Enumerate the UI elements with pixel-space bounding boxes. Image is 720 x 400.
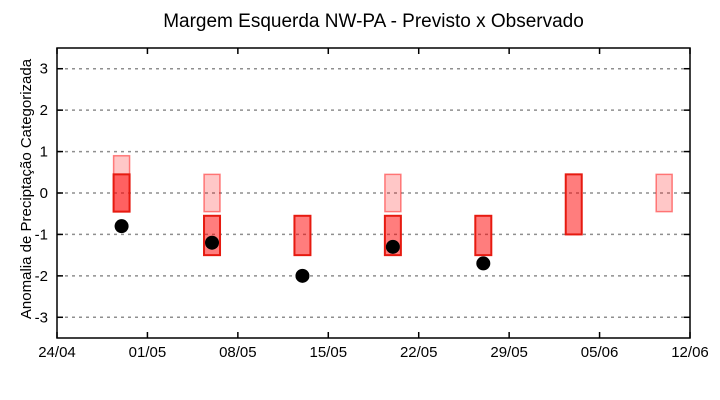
y-tick-label: -3 bbox=[35, 309, 48, 326]
observado-dot bbox=[385, 239, 400, 254]
y-tick-label: 2 bbox=[40, 102, 48, 119]
observado-dot bbox=[476, 256, 491, 271]
x-tick-label: 12/06 bbox=[671, 344, 709, 361]
bar-previsto-7d bbox=[293, 214, 312, 257]
x-tick-label: 22/05 bbox=[400, 344, 438, 361]
bar-previsto-7d bbox=[112, 173, 131, 213]
observado-dot bbox=[205, 235, 220, 250]
legend: Previsto 14D Previsto 7D Observado bbox=[0, 374, 720, 400]
y-tick-label: 3 bbox=[40, 61, 48, 78]
observado-dot bbox=[295, 268, 310, 283]
bar-previsto-14d bbox=[655, 173, 673, 213]
x-tick-label: 08/05 bbox=[219, 344, 257, 361]
x-tick-label: 05/06 bbox=[581, 344, 619, 361]
x-tick-label: 24/04 bbox=[38, 344, 76, 361]
y-tick-label: 0 bbox=[40, 185, 48, 202]
x-tick-label: 15/05 bbox=[310, 344, 348, 361]
x-tick-label: 29/05 bbox=[490, 344, 528, 361]
chart-title: Margem Esquerda NW-PA - Previsto x Obser… bbox=[163, 11, 584, 32]
bar-previsto-7d bbox=[564, 173, 583, 236]
bar-previsto-14d bbox=[384, 173, 402, 213]
x-tick-label: 01/05 bbox=[129, 344, 167, 361]
y-tick-label: -2 bbox=[35, 268, 48, 285]
observado-dot bbox=[114, 219, 129, 234]
y-tick-label: 1 bbox=[40, 144, 48, 161]
bar-previsto-14d bbox=[203, 173, 221, 213]
bar-previsto-7d bbox=[474, 214, 493, 257]
y-tick-label: -1 bbox=[35, 226, 48, 243]
